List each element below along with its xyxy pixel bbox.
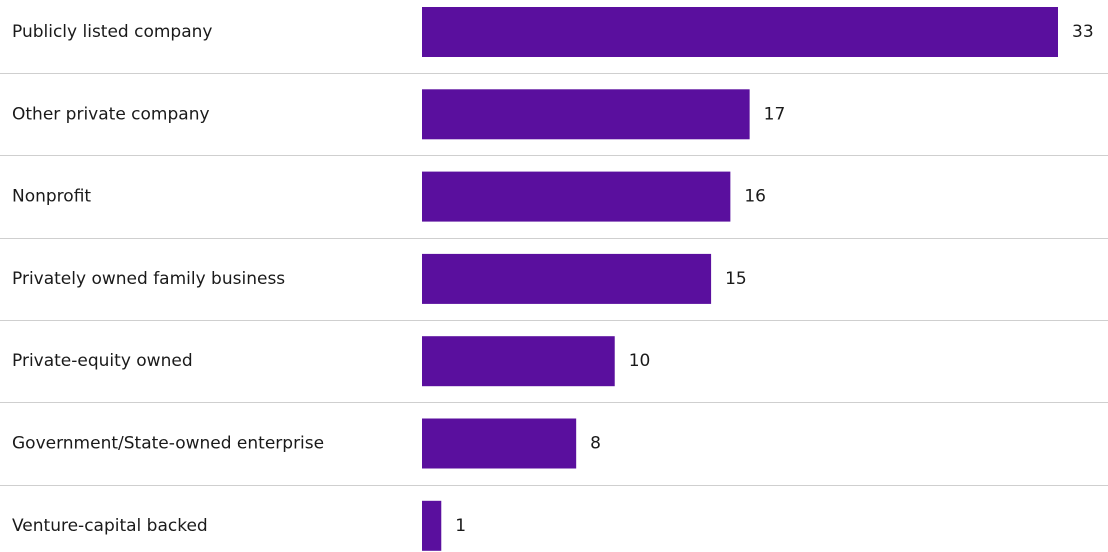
category-label: Private-equity owned — [12, 351, 193, 371]
bar — [422, 500, 442, 551]
bar-row: Nonprofit 16 — [12, 171, 766, 222]
value-label: 17 — [764, 104, 786, 124]
bar — [422, 336, 615, 387]
bar — [422, 171, 731, 222]
bar — [422, 7, 1058, 57]
value-label: 1 — [455, 516, 466, 536]
bar-row: Other private company 17 — [12, 89, 786, 140]
category-label: Government/State-owned enterprise — [12, 434, 324, 454]
value-label: 8 — [590, 434, 601, 454]
bar-row: Publicly listed company 33 — [12, 7, 1094, 57]
category-label: Privately owned family business — [12, 269, 285, 289]
value-label: 15 — [725, 269, 747, 289]
bar — [422, 253, 712, 304]
bar — [422, 89, 750, 140]
bar-row: Privately owned family business 15 — [12, 253, 747, 304]
value-label: 33 — [1072, 22, 1094, 42]
value-label: 10 — [629, 351, 651, 371]
category-label: Publicly listed company — [12, 22, 212, 42]
bar-row: Government/State-owned enterprise 8 — [12, 418, 601, 469]
category-label: Other private company — [12, 104, 210, 124]
bar-row: Private-equity owned 10 — [12, 336, 651, 387]
bar-rows: Publicly listed company 33 Other private c… — [12, 7, 1094, 551]
value-label: 16 — [744, 187, 766, 207]
row-separators — [0, 73, 1108, 486]
category-label: Nonprofit — [12, 187, 91, 207]
category-label: Venture-capital backed — [12, 516, 208, 536]
bar — [422, 418, 577, 469]
bar-row: Venture-capital backed 1 — [12, 500, 466, 551]
